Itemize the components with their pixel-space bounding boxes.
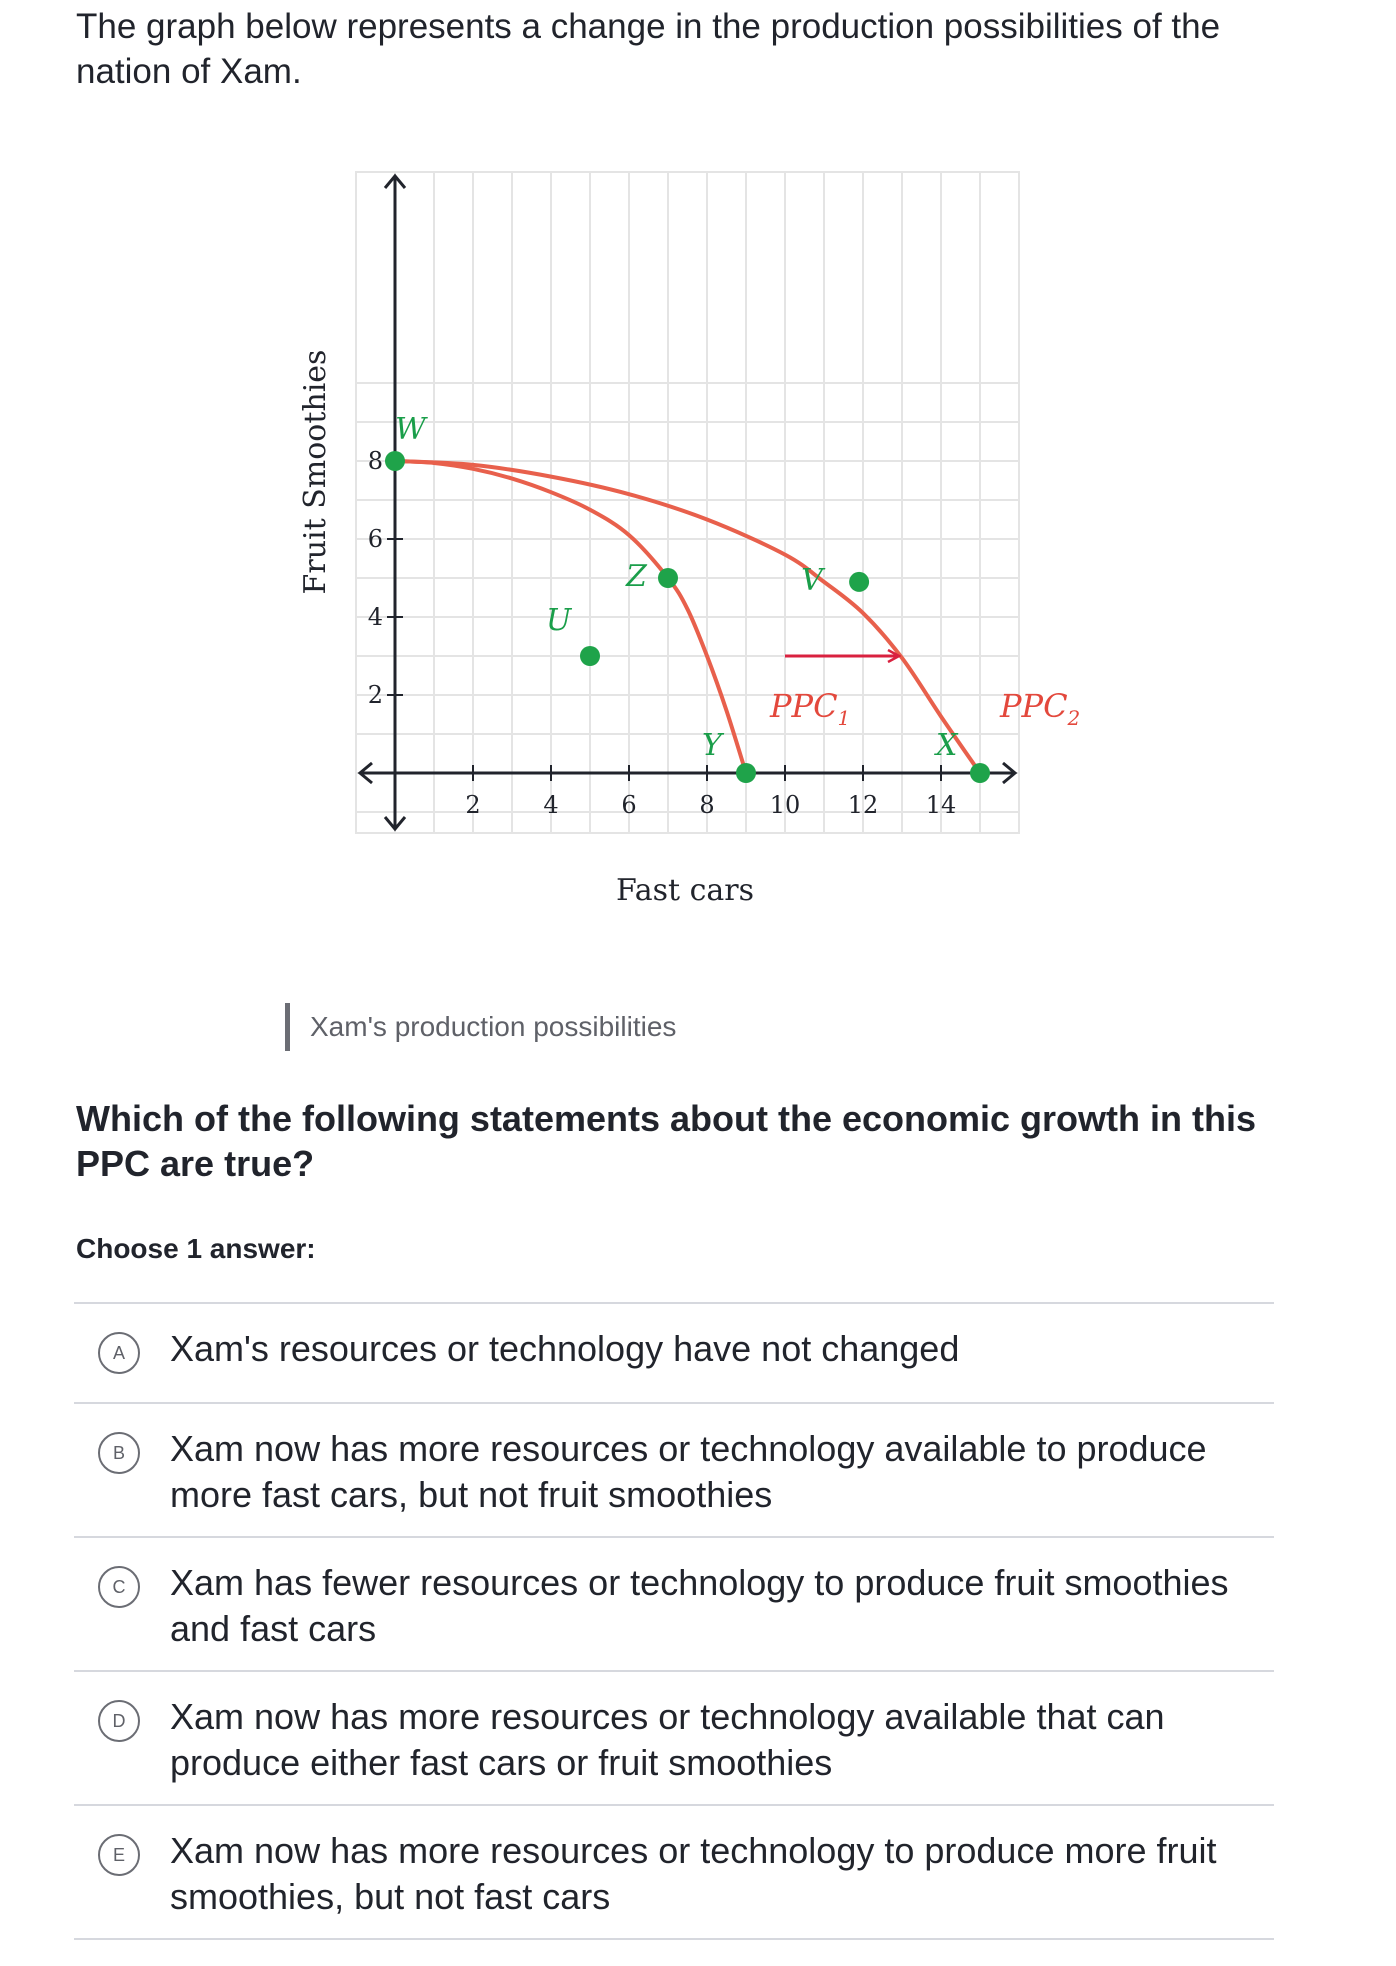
x-axis-arrow-right bbox=[1002, 761, 1018, 785]
y-axis-label: Fruit Smoothies bbox=[298, 350, 333, 595]
point-label-u: U bbox=[546, 603, 573, 638]
point-label-w: W bbox=[395, 412, 428, 447]
chart-grid bbox=[355, 171, 1020, 834]
point-x bbox=[970, 763, 990, 783]
intro-text: The graph below represents a change in t… bbox=[76, 7, 1221, 91]
x-tick-label: 4 bbox=[543, 791, 558, 819]
point-label-z: Z bbox=[625, 559, 648, 594]
y-tick-label: 6 bbox=[368, 525, 383, 553]
x-tick-label: 2 bbox=[465, 791, 480, 819]
point-y bbox=[736, 763, 756, 783]
choice-a[interactable]: A Xam's resources or technology have not… bbox=[74, 1302, 1274, 1402]
choice-d[interactable]: D Xam now has more resources or technolo… bbox=[74, 1670, 1274, 1804]
choice-e-text: Xam now has more resources or technology… bbox=[170, 1830, 1217, 1917]
point-label-x: X bbox=[934, 728, 959, 763]
choice-b-text: Xam now has more resources or technology… bbox=[170, 1428, 1207, 1515]
x-tick-label: 6 bbox=[621, 791, 636, 819]
choose-prompt: Choose 1 answer: bbox=[76, 1233, 316, 1264]
choice-a-radio[interactable]: A bbox=[98, 1332, 140, 1374]
choice-c-text: Xam has fewer resources or technology to… bbox=[170, 1562, 1229, 1649]
figure-caption: Xam's production possibilities bbox=[285, 1003, 676, 1051]
x-tick-label: 14 bbox=[926, 791, 957, 819]
curve-ppc2 bbox=[394, 459, 982, 775]
choice-d-radio[interactable]: D bbox=[98, 1700, 140, 1742]
curve-ppc1 bbox=[394, 459, 748, 774]
y-axis-arrow-down bbox=[383, 816, 407, 832]
y-tick-label: 4 bbox=[368, 603, 383, 631]
point-label-v: V bbox=[801, 563, 826, 598]
x-axis-arrow-left bbox=[357, 761, 373, 785]
ppc-chart: 2 4 6 8 10 12 14 2 4 6 8 Fast cars Fruit Smoothies PP… bbox=[298, 171, 1080, 908]
chart-points bbox=[385, 451, 990, 783]
point-label-y: Y bbox=[702, 728, 725, 763]
y-axis-arrow-up bbox=[383, 173, 407, 189]
x-axis-label: Fast cars bbox=[616, 873, 754, 908]
choice-d-text: Xam now has more resources or technology… bbox=[170, 1696, 1165, 1783]
choice-b-radio[interactable]: B bbox=[98, 1432, 140, 1474]
point-u bbox=[580, 646, 600, 666]
point-v bbox=[849, 571, 870, 592]
curve-label-ppc1: PPC1 bbox=[769, 687, 850, 730]
x-tick-label: 8 bbox=[699, 791, 714, 819]
y-tick-label: 8 bbox=[368, 447, 383, 475]
point-z bbox=[658, 568, 678, 588]
choice-c-radio[interactable]: C bbox=[98, 1566, 140, 1608]
choice-b[interactable]: B Xam now has more resources or technolo… bbox=[74, 1402, 1274, 1536]
choice-e-radio[interactable]: E bbox=[98, 1834, 140, 1876]
chart-axes bbox=[357, 173, 1018, 832]
point-w bbox=[385, 451, 405, 471]
curve-label-ppc2: PPC2 bbox=[999, 687, 1080, 730]
x-tick-label: 12 bbox=[848, 791, 879, 819]
choice-a-text: Xam's resources or technology have not c… bbox=[170, 1328, 960, 1369]
question-text: Which of the following statements about … bbox=[76, 1098, 1257, 1184]
chart-labels: 2 4 6 8 10 12 14 2 4 6 8 Fast cars Fruit Smoothies PP… bbox=[298, 350, 1080, 908]
chart-curves bbox=[394, 459, 982, 775]
choice-e[interactable]: E Xam now has more resources or technolo… bbox=[74, 1804, 1274, 1940]
y-tick-label: 2 bbox=[368, 681, 383, 709]
x-tick-label: 10 bbox=[770, 791, 801, 819]
answer-choices: A Xam's resources or technology have not… bbox=[74, 1302, 1274, 1940]
choice-c[interactable]: C Xam has fewer resources or technology … bbox=[74, 1536, 1274, 1670]
